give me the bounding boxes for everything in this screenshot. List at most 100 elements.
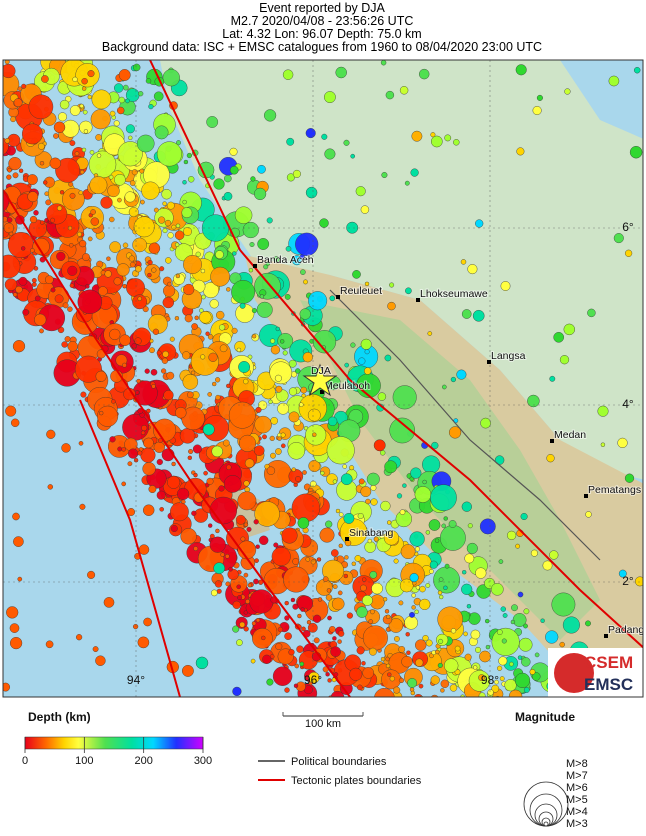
quake-dot xyxy=(3,254,21,279)
quake-dot xyxy=(362,577,367,582)
quake-dot xyxy=(502,613,508,618)
quake-dot xyxy=(148,485,157,493)
quake-dot xyxy=(346,221,359,234)
quake-dot xyxy=(485,644,491,650)
quake-dot xyxy=(553,331,565,343)
quake-dot xyxy=(299,308,311,320)
quake-dot xyxy=(87,236,93,242)
magnitude-circle xyxy=(538,811,554,827)
quake-dot xyxy=(296,645,304,653)
quake-dot xyxy=(419,598,431,611)
quake-dot xyxy=(69,192,76,199)
place-label: Medan xyxy=(554,429,586,441)
quake-dot xyxy=(202,423,215,436)
quake-dot xyxy=(500,281,511,291)
quake-dot xyxy=(496,629,503,635)
quake-dot xyxy=(328,695,333,697)
place-marker xyxy=(416,298,420,302)
quake-dot xyxy=(516,147,525,156)
quake-dot xyxy=(292,603,299,610)
quake-dot xyxy=(131,169,138,176)
quake-dot xyxy=(206,477,214,485)
quake-dot xyxy=(213,178,225,190)
quake-dot xyxy=(188,449,194,455)
quake-dot xyxy=(499,676,505,681)
quake-dot xyxy=(235,514,246,525)
quake-dot xyxy=(90,109,111,130)
quake-dot xyxy=(4,278,18,291)
place-label: Pematangs xyxy=(588,484,641,496)
quake-dot xyxy=(559,355,570,365)
quake-dot xyxy=(302,470,307,475)
quake-dot xyxy=(4,138,11,144)
quake-dot xyxy=(137,450,143,456)
quake-dot xyxy=(439,594,444,600)
quake-dot xyxy=(529,669,536,675)
quake-dot xyxy=(323,91,336,104)
quake-dot xyxy=(45,199,52,206)
magnitude-label: M>8 xyxy=(566,758,588,770)
quake-dot xyxy=(161,368,167,374)
quake-dot xyxy=(361,661,366,666)
quake-dot xyxy=(585,511,592,518)
quake-dot xyxy=(255,618,261,623)
quake-dot xyxy=(133,623,139,630)
quake-dot xyxy=(284,687,290,693)
quake-dot xyxy=(342,464,348,469)
quake-dot xyxy=(521,657,531,667)
quake-dot xyxy=(90,209,96,215)
quake-dot xyxy=(280,443,286,449)
quake-dot xyxy=(269,435,275,442)
quake-dot xyxy=(316,557,322,562)
quake-dot xyxy=(327,615,332,621)
quake-dot xyxy=(254,501,280,527)
quake-dot xyxy=(117,446,123,452)
quake-dot xyxy=(299,661,305,667)
quake-dot xyxy=(393,636,400,642)
quake-dot xyxy=(182,180,187,185)
quake-dot xyxy=(69,105,81,116)
quake-dot xyxy=(438,638,444,644)
quake-dot xyxy=(380,500,391,512)
tectonic-boundaries xyxy=(3,60,643,697)
quake-dot xyxy=(10,418,20,427)
quake-dot xyxy=(275,326,280,332)
place-label: Langsa xyxy=(491,350,526,362)
quake-dot xyxy=(164,219,172,227)
quake-dot xyxy=(12,172,19,179)
quake-dot xyxy=(294,663,300,669)
quake-dot xyxy=(83,129,89,134)
quake-dot xyxy=(551,592,576,617)
quake-dot xyxy=(358,357,366,365)
quake-dot xyxy=(262,434,267,440)
quake-dot xyxy=(254,187,267,201)
quake-dot xyxy=(624,249,633,257)
quake-dot xyxy=(166,201,175,210)
quake-dot xyxy=(292,558,300,565)
quake-dot xyxy=(297,517,310,529)
quake-dot xyxy=(170,525,178,533)
quake-dot xyxy=(549,550,559,560)
quake-dot xyxy=(546,454,555,463)
quake-dot xyxy=(210,266,230,287)
quake-dot xyxy=(324,148,336,160)
quake-dot xyxy=(122,284,127,289)
quake-dot xyxy=(277,402,289,415)
quake-dot xyxy=(226,287,231,292)
quake-dot xyxy=(162,69,180,87)
quake-dot xyxy=(17,86,23,91)
quake-dot xyxy=(266,678,274,686)
quake-dot xyxy=(332,584,338,589)
quake-dot xyxy=(104,270,112,278)
quake-dot xyxy=(203,470,208,476)
quake-dot xyxy=(284,615,290,621)
quake-dot xyxy=(329,295,336,302)
quake-dot xyxy=(284,293,291,300)
quake-dot xyxy=(0,165,2,185)
quake-dot xyxy=(228,401,256,429)
quake-dot xyxy=(358,478,365,485)
quake-dot xyxy=(12,512,20,521)
quake-dot xyxy=(162,228,168,234)
quake-dot xyxy=(208,352,218,362)
quake-dot xyxy=(194,315,199,320)
